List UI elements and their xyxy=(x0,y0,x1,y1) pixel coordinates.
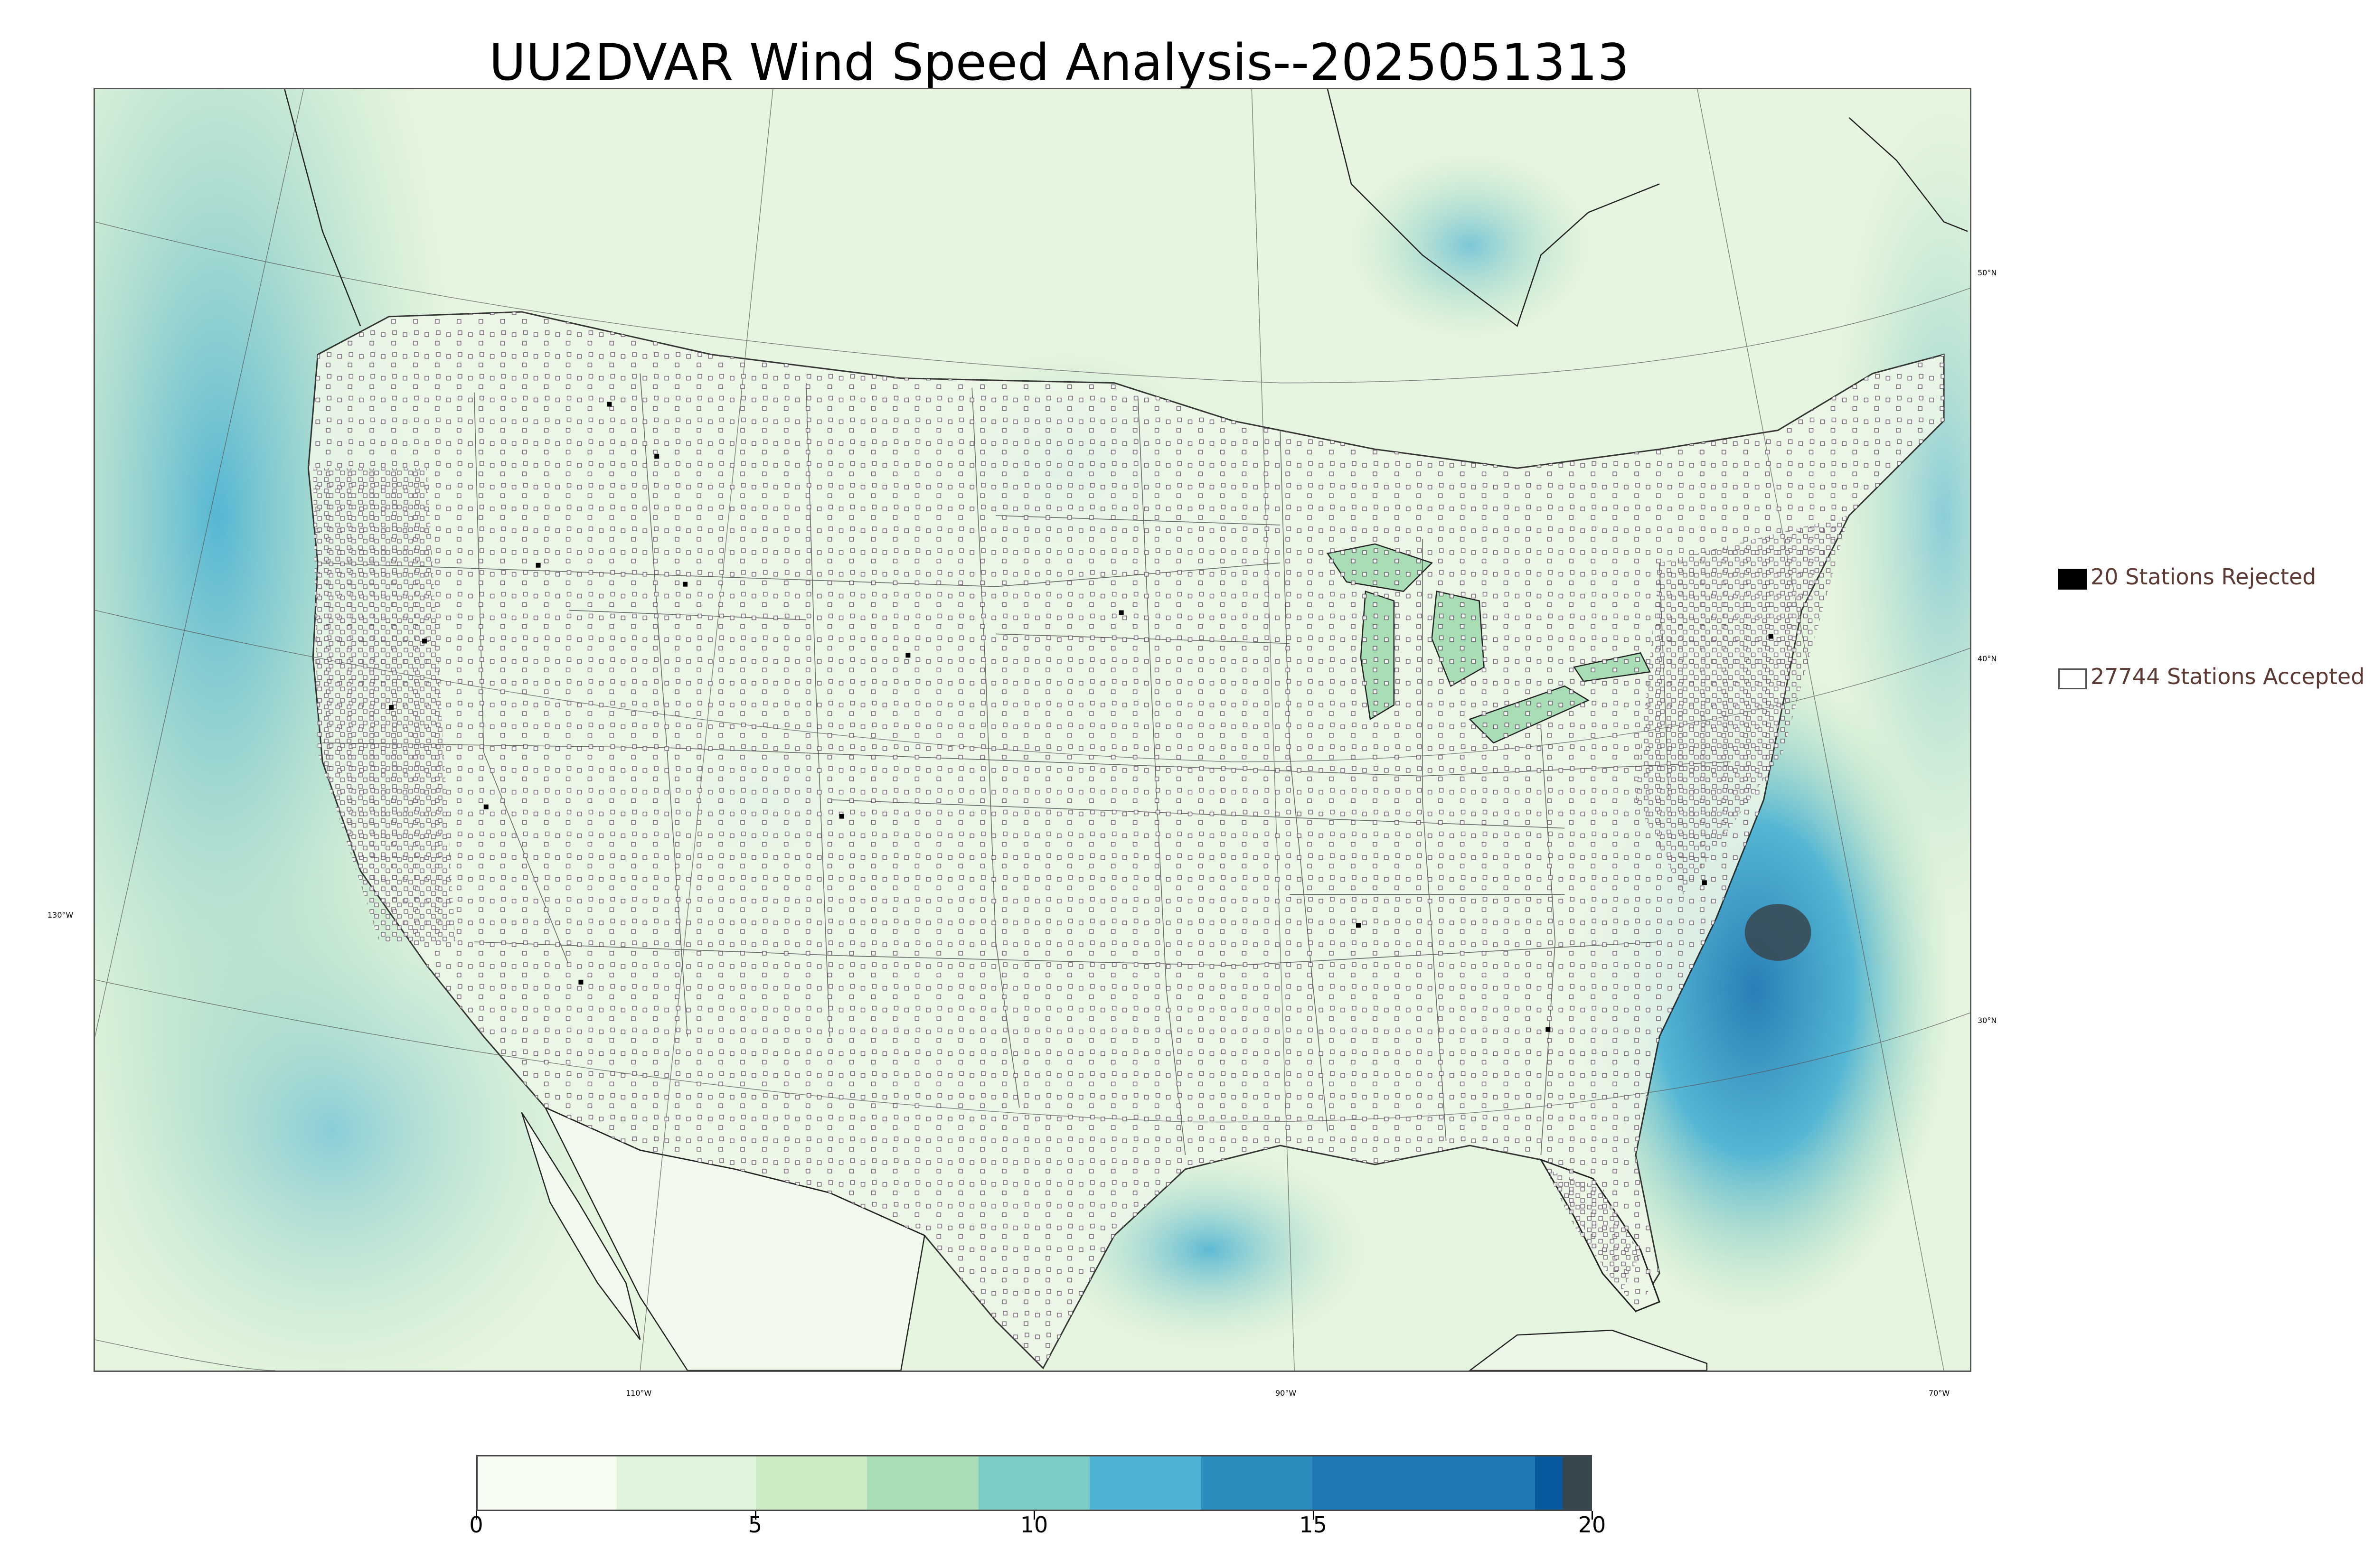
colorbar-segment xyxy=(1563,1456,1591,1510)
colorbar-segment xyxy=(867,1456,979,1510)
colorbar-tick xyxy=(476,1511,477,1520)
colorbar-tick xyxy=(1592,1511,1593,1520)
colorbar-tick-label: 0 xyxy=(469,1512,483,1538)
colorbar-tick xyxy=(1034,1511,1035,1520)
lat-label-50n: 50°N xyxy=(1978,268,1997,277)
rejected-label: 20 Stations Rejected xyxy=(2091,564,2317,590)
colorbar-tick-label: 15 xyxy=(1299,1512,1327,1538)
lon-label-90w: 90°W xyxy=(1275,1389,1297,1398)
map-title: UU2DVAR Wind Speed Analysis--2025051313 xyxy=(489,33,1630,92)
colorbar-segment xyxy=(617,1456,756,1510)
wind-speed-map[interactable] xyxy=(94,88,1971,1372)
lon-label-130w: 130°W xyxy=(47,911,74,920)
colorbar-segment xyxy=(978,1456,1091,1510)
map-canvas xyxy=(95,89,1970,1371)
colorbar-tick-label: 20 xyxy=(1578,1512,1606,1538)
lat-label-30n: 30°N xyxy=(1978,1016,1997,1025)
colorbar-tick xyxy=(1312,1511,1314,1520)
colorbar-tick-label: 10 xyxy=(1020,1512,1048,1538)
colorbar-segment xyxy=(1201,1456,1313,1510)
colorbar xyxy=(476,1455,1592,1511)
lon-label-70w: 70°W xyxy=(1929,1389,1950,1398)
colorbar-tick xyxy=(754,1511,756,1520)
lat-label-40n: 40°N xyxy=(1978,654,1997,663)
lon-label-110w: 110°W xyxy=(626,1389,652,1398)
colorbar-segment xyxy=(1090,1456,1202,1510)
colorbar-segment xyxy=(1312,1456,1536,1510)
colorbar-tick-label: 5 xyxy=(748,1512,763,1538)
accepted-label: 27744 Stations Accepted xyxy=(2091,664,2365,689)
colorbar-segment xyxy=(1535,1456,1564,1510)
rejected-swatch xyxy=(2058,569,2087,590)
colorbar-segment xyxy=(756,1456,868,1510)
colorbar-segment xyxy=(478,1456,617,1510)
accepted-swatch xyxy=(2058,668,2087,689)
